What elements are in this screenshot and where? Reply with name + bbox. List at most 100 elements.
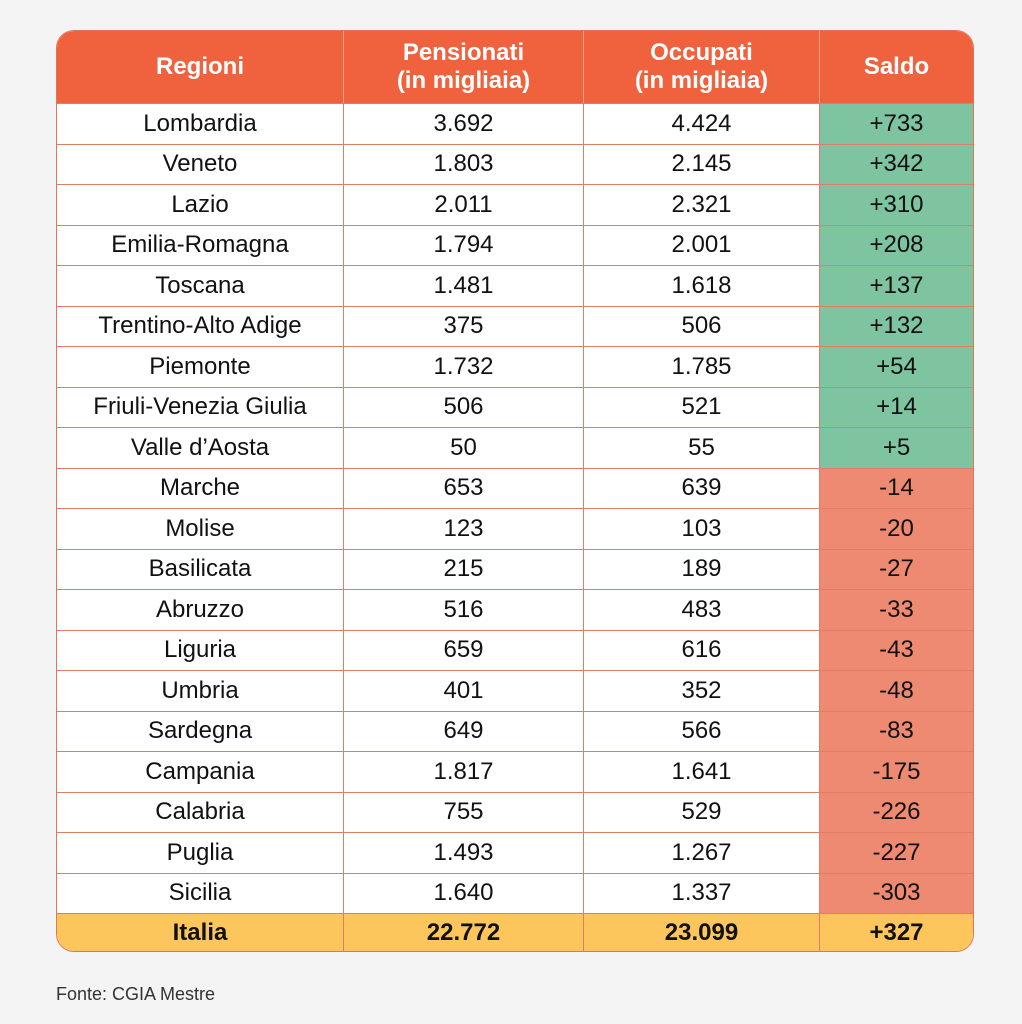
table-row: Trentino-Alto Adige 375 506 +132 — [57, 305, 973, 346]
region-cell: Sardegna — [57, 710, 344, 751]
pensionati-cell: 3.692 — [344, 103, 584, 144]
saldo-cell: +14 — [820, 386, 973, 427]
occupati-cell: 2.001 — [584, 224, 820, 265]
source-note: Fonte: CGIA Mestre — [56, 984, 216, 1004]
region-cell: Abruzzo — [57, 589, 344, 630]
pensionati-cell: 1.481 — [344, 265, 584, 306]
saldo-cell: +310 — [820, 184, 973, 225]
table-row: Lombardia 3.692 4.424 +733 — [57, 103, 973, 144]
pensionati-cell: 755 — [344, 791, 584, 832]
occupati-cell: 483 — [584, 589, 820, 630]
occupati-cell: 1.641 — [584, 751, 820, 792]
region-cell: Lombardia — [57, 103, 344, 144]
table-row: Liguria 659 616 -43 — [57, 629, 973, 670]
data-table: Regioni Pensionati (in migliaia) Occupat… — [56, 30, 974, 952]
pensionati-cell: 653 — [344, 467, 584, 508]
region-cell: Emilia-Romagna — [57, 224, 344, 265]
total-saldo: +327 — [820, 913, 973, 951]
pensionati-cell: 1.803 — [344, 143, 584, 184]
saldo-cell: -43 — [820, 629, 973, 670]
occupati-cell: 352 — [584, 670, 820, 711]
pensionati-cell: 50 — [344, 427, 584, 468]
table-row: Emilia-Romagna 1.794 2.001 +208 — [57, 224, 973, 265]
region-cell: Liguria — [57, 629, 344, 670]
saldo-cell: -83 — [820, 710, 973, 751]
table-row: Piemonte 1.732 1.785 +54 — [57, 346, 973, 387]
saldo-cell: -175 — [820, 751, 973, 792]
pensionati-cell: 506 — [344, 386, 584, 427]
region-cell: Molise — [57, 508, 344, 549]
table-row: Marche 653 639 -14 — [57, 467, 973, 508]
saldo-cell: -20 — [820, 508, 973, 549]
region-cell: Veneto — [57, 143, 344, 184]
saldo-cell: +342 — [820, 143, 973, 184]
occupati-cell: 1.785 — [584, 346, 820, 387]
table-row: Veneto 1.803 2.145 +342 — [57, 143, 973, 184]
saldo-cell: -27 — [820, 548, 973, 589]
pensionati-cell: 2.011 — [344, 184, 584, 225]
occupati-cell: 616 — [584, 629, 820, 670]
occupati-cell: 529 — [584, 791, 820, 832]
occupati-cell: 1.337 — [584, 872, 820, 913]
region-cell: Trentino-Alto Adige — [57, 305, 344, 346]
region-cell: Calabria — [57, 791, 344, 832]
region-cell: Puglia — [57, 832, 344, 873]
pensionati-cell: 516 — [344, 589, 584, 630]
pensionati-cell: 375 — [344, 305, 584, 346]
pensionati-cell: 1.640 — [344, 872, 584, 913]
header-saldo: Saldo — [820, 31, 973, 103]
occupati-cell: 1.618 — [584, 265, 820, 306]
saldo-cell: -303 — [820, 872, 973, 913]
occupati-cell: 2.145 — [584, 143, 820, 184]
table-header: Regioni Pensionati (in migliaia) Occupat… — [57, 31, 973, 103]
table-row: Toscana 1.481 1.618 +137 — [57, 265, 973, 306]
header-occupati: Occupati (in migliaia) — [584, 31, 820, 103]
region-cell: Sicilia — [57, 872, 344, 913]
saldo-cell: -14 — [820, 467, 973, 508]
occupati-cell: 189 — [584, 548, 820, 589]
table-row: Friuli-Venezia Giulia 506 521 +14 — [57, 386, 973, 427]
pensionati-cell: 1.493 — [344, 832, 584, 873]
occupati-cell: 566 — [584, 710, 820, 751]
pensionati-cell: 215 — [344, 548, 584, 589]
pensionati-cell: 649 — [344, 710, 584, 751]
saldo-cell: -227 — [820, 832, 973, 873]
table-row: Lazio 2.011 2.321 +310 — [57, 184, 973, 225]
table-row: Valle d’Aosta 50 55 +5 — [57, 427, 973, 468]
table-row: Campania 1.817 1.641 -175 — [57, 751, 973, 792]
pensionati-cell: 401 — [344, 670, 584, 711]
region-cell: Campania — [57, 751, 344, 792]
saldo-cell: -226 — [820, 791, 973, 832]
header-pensionati: Pensionati (in migliaia) — [344, 31, 584, 103]
table-body: Lombardia 3.692 4.424 +733 Veneto 1.803 2.145 +… — [57, 103, 973, 913]
table-row: Basilicata 215 189 -27 — [57, 548, 973, 589]
region-cell: Valle d’Aosta — [57, 427, 344, 468]
occupati-cell: 521 — [584, 386, 820, 427]
region-cell: Toscana — [57, 265, 344, 306]
header-regioni: Regioni — [57, 31, 344, 103]
pensionati-cell: 1.732 — [344, 346, 584, 387]
pensionati-cell: 123 — [344, 508, 584, 549]
table-row: Sicilia 1.640 1.337 -303 — [57, 872, 973, 913]
region-cell: Friuli-Venezia Giulia — [57, 386, 344, 427]
occupati-cell: 639 — [584, 467, 820, 508]
total-label: Italia — [57, 913, 344, 951]
saldo-cell: -33 — [820, 589, 973, 630]
occupati-cell: 55 — [584, 427, 820, 468]
table-row: Puglia 1.493 1.267 -227 — [57, 832, 973, 873]
saldo-cell: +5 — [820, 427, 973, 468]
saldo-cell: +733 — [820, 103, 973, 144]
pensionati-cell: 659 — [344, 629, 584, 670]
table-row: Sardegna 649 566 -83 — [57, 710, 973, 751]
saldo-cell: +137 — [820, 265, 973, 306]
total-row: Italia 22.772 23.099 +327 — [57, 913, 973, 951]
total-pensionati: 22.772 — [344, 913, 584, 951]
occupati-cell: 1.267 — [584, 832, 820, 873]
region-cell: Lazio — [57, 184, 344, 225]
saldo-cell: +132 — [820, 305, 973, 346]
table-row: Abruzzo 516 483 -33 — [57, 589, 973, 630]
table-row: Calabria 755 529 -226 — [57, 791, 973, 832]
region-cell: Basilicata — [57, 548, 344, 589]
pensionati-cell: 1.817 — [344, 751, 584, 792]
region-cell: Piemonte — [57, 346, 344, 387]
